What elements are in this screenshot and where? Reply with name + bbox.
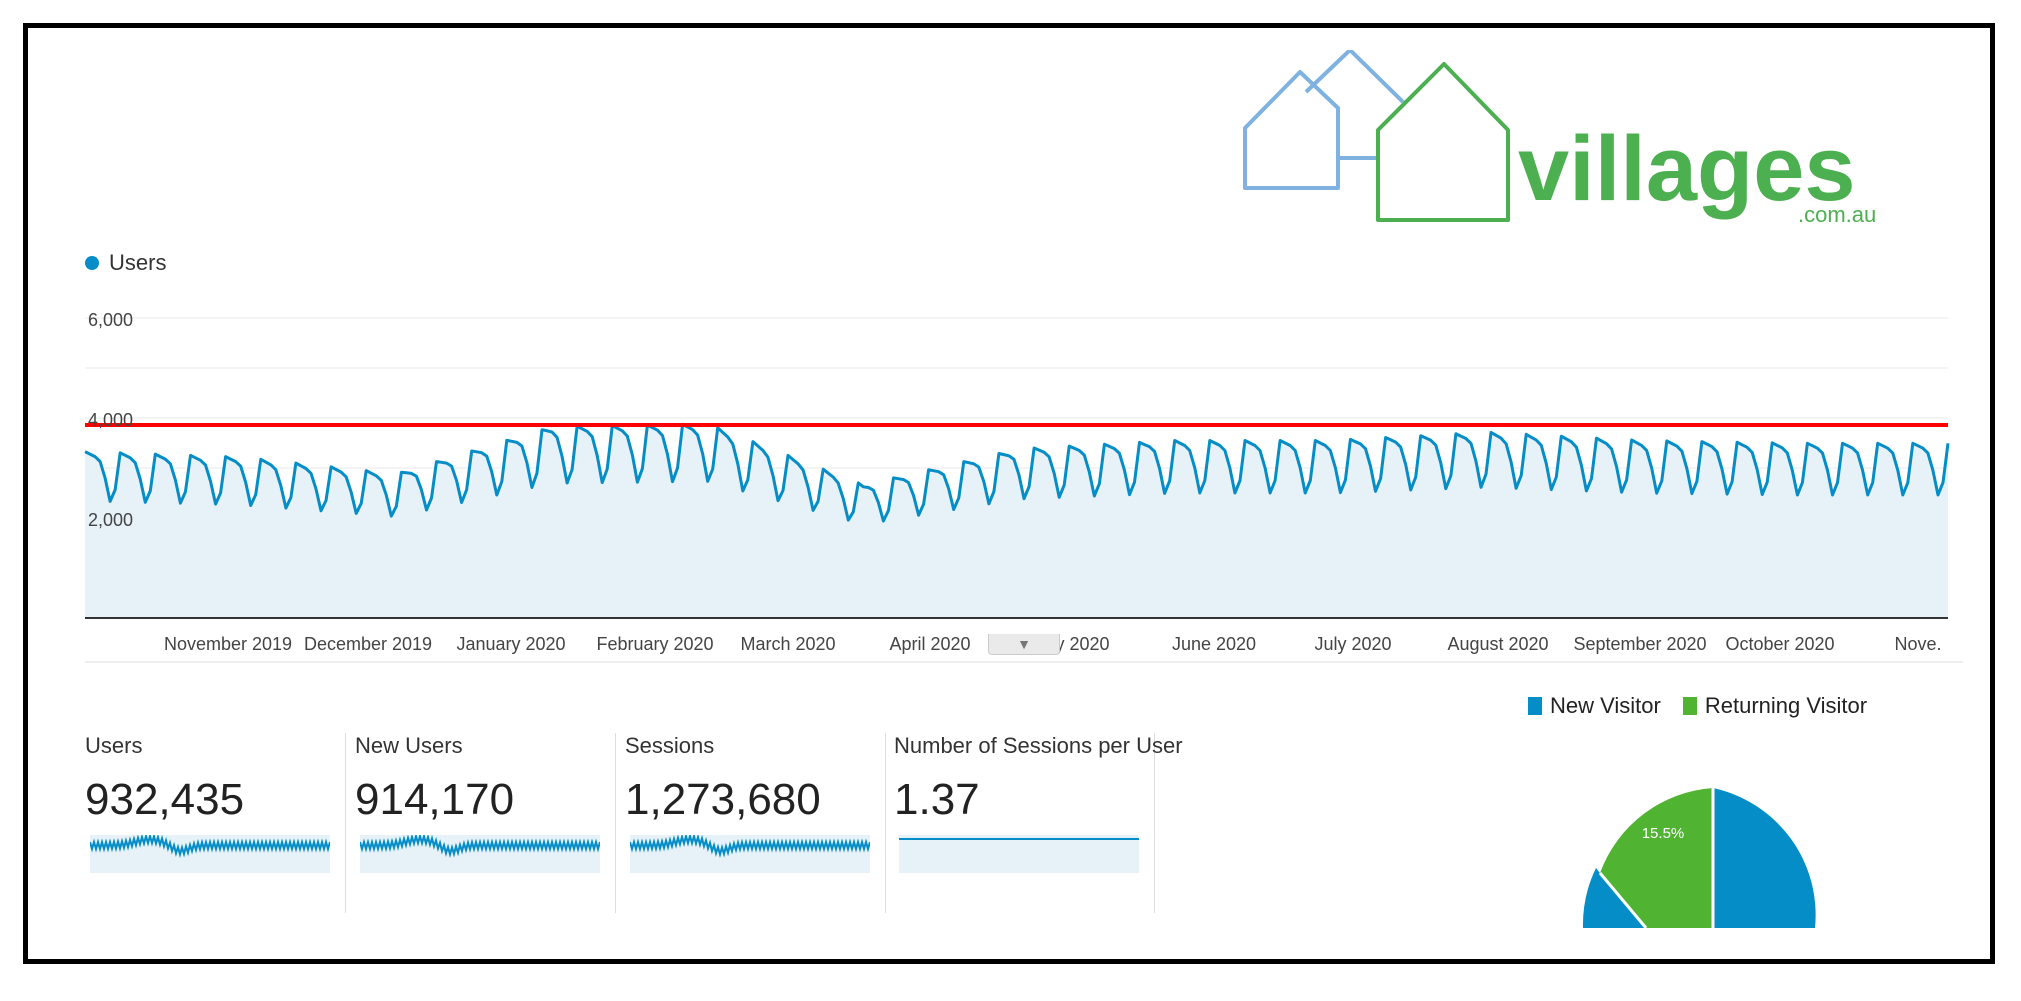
metric-sessions-per-user-label: Number of Sessions per User [894,733,1183,758]
sparkline-line [630,835,870,859]
metric-sessions-sparkline [630,835,870,873]
pie-slice-new-visitor-corner [1585,873,1646,928]
metric-sessions-label: Sessions [625,733,715,758]
users-line [84,422,1950,523]
pie-slice-new-visitor-main [1713,788,1816,928]
sparkline-line [360,835,600,859]
metric-users[interactable]: Users 932,435 [85,733,346,913]
new-visitor-swatch [1528,697,1542,715]
sparkline-fill [899,835,1139,873]
x-tick-label: Nove. [1894,634,1941,654]
metric-sessions-per-user[interactable]: Number of Sessions per User 1.37 [894,733,1183,913]
svg-text:villages: villages [1518,118,1856,220]
returning-visitor-swatch [1682,697,1697,715]
users-series-dot [85,256,99,270]
dashboard-frame: villages .com.au Users 6,000 4,000 2,000 N… [23,23,1995,964]
x-tick-label: September 2020 [1573,634,1706,654]
y-tick-label: 6,000 [88,310,133,330]
metric-new-users[interactable]: New Users 914,170 [355,733,616,913]
main-chart-legend: Users [85,250,166,276]
y-tick-label: 2,000 [88,510,133,530]
sparkline-line [90,835,330,859]
svg-text:.com.au: .com.au [1798,202,1876,227]
x-tick-label: April 2020 [889,634,970,654]
villages-logo: villages .com.au [1243,50,1876,227]
pie-legend-returning-visitor-label: Returning Visitor [1704,693,1868,718]
x-tick-label: January 2020 [456,634,565,654]
x-tick-label: July 2020 [1314,634,1391,654]
x-tick-label: June 2020 [1172,634,1256,654]
x-tick-label: March 2020 [740,634,835,654]
x-tick-label: December 2019 [304,634,432,654]
metric-users-label: Users [85,733,143,758]
x-tick-label: August 2020 [1447,634,1548,654]
metric-sessions-value: 1,273,680 [625,775,821,824]
x-tick-label: February 2020 [596,634,713,654]
pie-legend: New Visitor Returning Visitor [1528,693,1867,719]
pie-legend-returning-visitor[interactable]: Returning Visitor [1682,693,1868,719]
metric-sessions-per-user-value: 1.37 [894,775,980,824]
main-chart-legend-label: Users [109,250,167,275]
users-line-chart[interactable]: 6,000 4,000 2,000 November 2019 December 20… [28,288,1995,688]
pie-slice-returning-visitor [1600,788,1713,928]
metric-sessions-per-user-sparkline [899,835,1139,873]
pie-legend-new-visitor-label: New Visitor [1550,693,1661,718]
pie-slice-returning-visitor-label: 15.5% [1642,825,1685,842]
users-area-fill [85,424,1948,618]
x-tick-label: November 2019 [164,634,292,654]
metric-users-value: 932,435 [85,775,245,824]
x-tick-label: October 2020 [1725,634,1834,654]
metric-new-users-label: New Users [355,733,463,758]
metric-users-sparkline [90,835,330,873]
metric-new-users-sparkline [360,835,600,873]
pie-legend-new-visitor[interactable]: New Visitor [1528,693,1661,719]
y-tick-label: 4,000 [88,410,133,430]
metric-sessions[interactable]: Sessions 1,273,680 [625,733,886,913]
chart-collapse-toggle[interactable]: ▼ [988,634,1060,655]
metric-new-users-value: 914,170 [355,775,515,824]
visitor-type-pie[interactable]: 15.5% [1553,758,1873,928]
